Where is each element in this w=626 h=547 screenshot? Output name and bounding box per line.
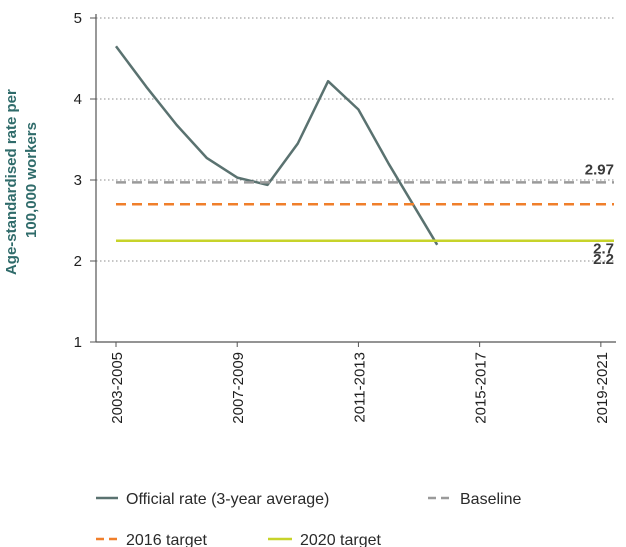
y-tick-label-5: 5	[74, 10, 82, 27]
y-tick-label-3: 3	[74, 172, 82, 189]
series-group	[114, 45, 614, 246]
y-axis-label: Age-standardised rate per 100,000 worker…	[3, 85, 40, 275]
y-axis-label-line-1: Age-standardised rate per	[3, 89, 20, 275]
data-label-2016-target: 2.7	[593, 240, 614, 257]
data-label-baseline: 2.97	[585, 161, 614, 178]
legend-label-2020-target: 2020 target	[300, 532, 382, 547]
y-tick-label-4: 4	[74, 91, 82, 108]
data-label-2020-target: 2.2	[593, 251, 614, 268]
x-tick-labels: 2003-2005 2007-2009 2011-2013 2015-2017 2019…	[109, 352, 611, 424]
legend-label-baseline: Baseline	[460, 491, 521, 508]
x-tick-label-2011-2013: 2011-2013	[351, 352, 368, 423]
series-line-official-rate-3-year-average	[114, 45, 439, 246]
legend-label-2016-target: 2016 target	[126, 532, 208, 547]
legend-label-official: Official rate (3-year average)	[126, 491, 329, 508]
legend: Official rate (3-year average) Baseline …	[96, 491, 521, 547]
y-axis-label-line-2: 100,000 workers	[23, 122, 40, 238]
x-tick-label-2007-2009: 2007-2009	[230, 352, 247, 424]
y-tick-label-2: 2	[74, 253, 82, 270]
y-tick-labels: 1 2 3 4 5	[74, 10, 82, 351]
y-tick-label-1: 1	[74, 334, 82, 351]
data-labels: 2.97 2.72.2	[585, 161, 614, 267]
x-tick-label-2015-2017: 2015-2017	[473, 352, 490, 424]
axes	[90, 14, 616, 347]
x-tick-label-2003-2005: 2003-2005	[109, 352, 126, 424]
x-tick-label-2019-2021: 2019-2021	[594, 352, 611, 424]
grid-lines	[96, 17, 616, 262]
